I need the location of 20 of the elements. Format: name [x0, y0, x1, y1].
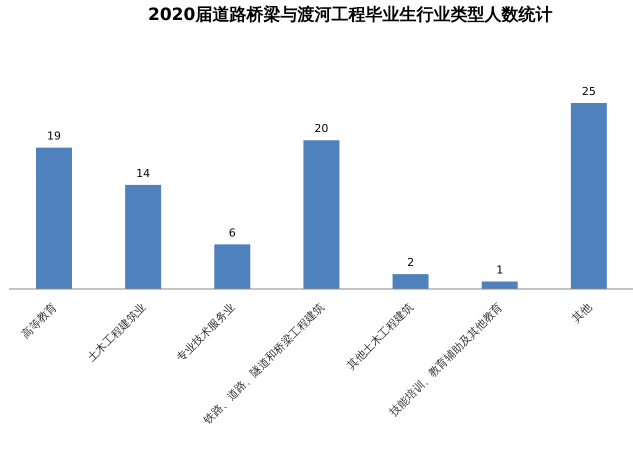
bar	[570, 103, 607, 289]
data-label: 6	[228, 226, 236, 240]
data-label: 14	[136, 166, 150, 180]
data-label: 2	[407, 256, 414, 270]
x-tick-label: 高等教育	[19, 300, 60, 341]
x-tick-label: 土木工程建筑业	[84, 300, 148, 364]
x-tick-label: 其他	[569, 300, 594, 326]
data-label: 25	[582, 85, 596, 98]
bar	[303, 140, 340, 289]
x-tick-label: 专业技术服务业	[174, 300, 238, 364]
data-label: 20	[314, 122, 328, 136]
chart-title: 2020届道路桥梁与渡河工程毕业生行业类型人数统计	[148, 4, 552, 26]
bar	[36, 148, 72, 289]
bar	[482, 282, 518, 289]
bar	[392, 274, 429, 289]
data-label: 19	[47, 130, 61, 143]
data-label: 1	[496, 264, 504, 277]
x-tick-label: 其他土木工程建筑	[344, 300, 416, 372]
bar	[214, 244, 250, 289]
bar	[125, 184, 162, 289]
